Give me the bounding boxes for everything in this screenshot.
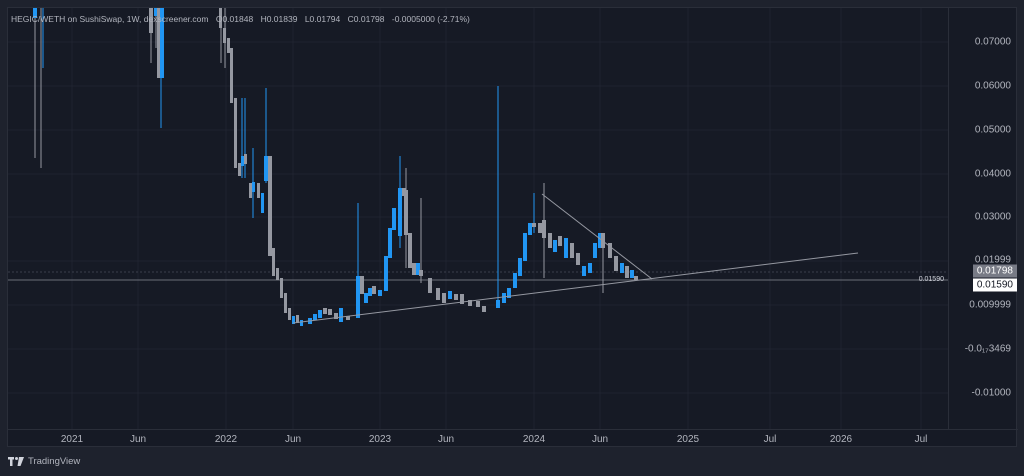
- ohlc-legend: HEGIC/WETH on SushiSwap, 1W, dexscreener…: [11, 14, 475, 24]
- symbol-title: HEGIC/WETH on SushiSwap, 1W, dexscreener…: [11, 14, 209, 24]
- y-tick: -0.01000: [971, 387, 1011, 399]
- y-tick: 0.07000: [974, 36, 1011, 48]
- y-tick: -0.0₁₇3469: [964, 343, 1011, 355]
- line-price-tag: 0.01590: [972, 278, 1017, 292]
- x-tick: 2022: [214, 434, 238, 445]
- x-tick: Jun: [129, 434, 147, 445]
- y-tick: 0.04000: [974, 168, 1011, 180]
- current-price-tag: 0.01798: [972, 264, 1017, 278]
- open-value: O0.01848: [215, 14, 254, 24]
- x-tick: Jun: [437, 434, 455, 445]
- low-value: L0.01794: [304, 14, 341, 24]
- price-axis[interactable]: 0.07000 0.06000 0.05000 0.04000 0.03000 …: [948, 8, 1019, 429]
- x-tick: 2025: [676, 434, 700, 445]
- x-tick: Jul: [914, 434, 928, 445]
- x-tick: Jun: [591, 434, 609, 445]
- candlestick-chart: [8, 8, 948, 429]
- y-tick: 0.009999: [969, 299, 1011, 311]
- y-tick: 0.06000: [974, 80, 1011, 92]
- time-axis[interactable]: 2021 Jun 2022 Jun 2023 Jun 2024 Jun 2025…: [8, 429, 1018, 449]
- close-value: C0.01798: [347, 14, 385, 24]
- y-tick: 0.05000: [974, 124, 1011, 136]
- high-value: H0.01839: [260, 14, 298, 24]
- chart-frame: HEGIC/WETH on SushiSwap, 1W, dexscreener…: [7, 7, 1019, 449]
- x-tick: 2023: [368, 434, 392, 445]
- x-tick: 2026: [829, 434, 853, 445]
- x-tick: Jul: [763, 434, 777, 445]
- y-tick: 0.01999: [974, 254, 1011, 266]
- tradingview-logo-icon: [8, 457, 24, 466]
- x-tick: 2021: [60, 434, 84, 445]
- chart-plot[interactable]: HEGIC/WETH on SushiSwap, 1W, dexscreener…: [8, 8, 948, 429]
- tradingview-brand[interactable]: TradingView: [8, 456, 80, 467]
- brand-label: TradingView: [28, 456, 81, 467]
- change-value: -0.0005000 (-2.71%): [391, 14, 470, 24]
- x-tick: Jun: [284, 434, 302, 445]
- y-tick: 0.03000: [974, 211, 1011, 223]
- x-tick: 2024: [522, 434, 546, 445]
- horizontal-line-label: 0.01590: [918, 276, 944, 283]
